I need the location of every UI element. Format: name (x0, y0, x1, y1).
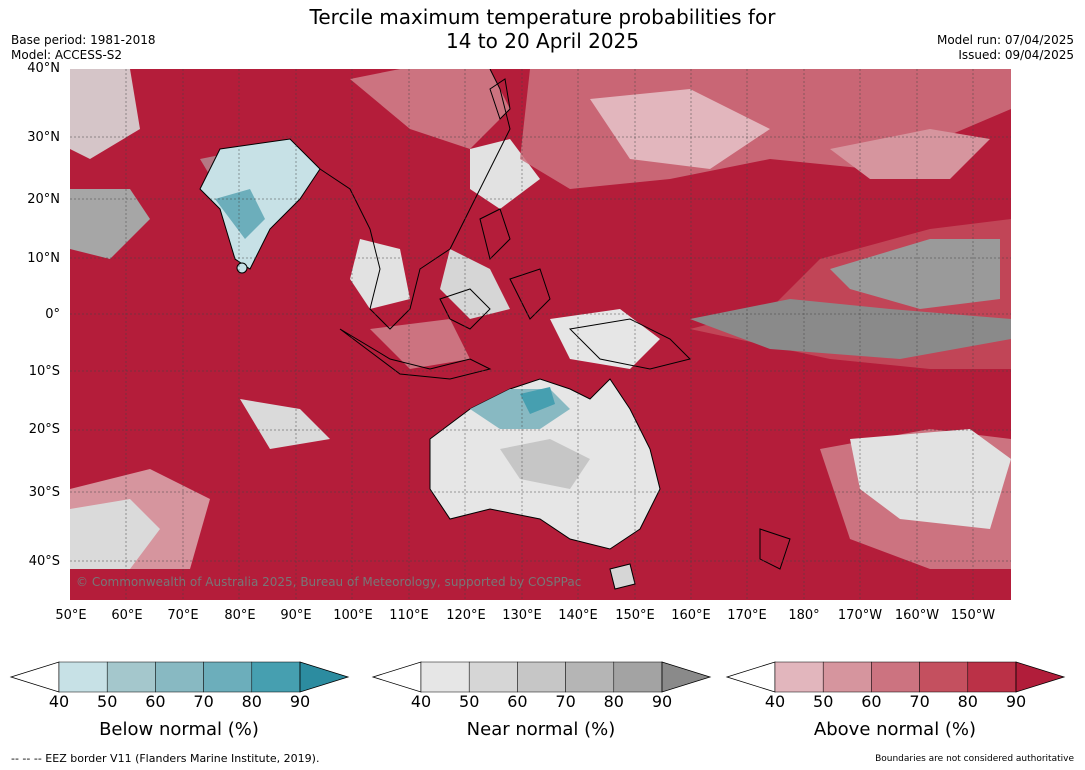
copyright-text: © Commonwealth of Australia 2025, Bureau… (76, 575, 581, 589)
colorbar-tick-label: 60 (507, 692, 528, 711)
colorbar-segment (871, 661, 920, 693)
model-run-text: Model run: 07/04/2025 (936, 33, 1074, 47)
colorbar-tick-label: 50 (459, 692, 480, 711)
colorbar-tick-label: 80 (957, 692, 978, 711)
map-title-line2: 14 to 20 April 2025 (445, 29, 640, 53)
colorbar-segment (58, 661, 108, 693)
lat-label: 40°S (28, 554, 60, 569)
colorbar-tick-label: 40 (48, 692, 70, 711)
colorbar-tick-label: 50 (813, 692, 834, 711)
colorbar-tick-label: 90 (651, 692, 673, 711)
boundaries-disclaimer: Boundaries are not considered authoritat… (875, 754, 1074, 764)
issued-text: Issued: 09/04/2025 (958, 48, 1074, 62)
colorbar-segment (251, 661, 301, 693)
colorbar-tick-label: 70 (193, 692, 214, 711)
lon-label: 160°E (671, 608, 711, 623)
colorbar-segment (967, 661, 1017, 693)
lon-label: 120°E (446, 608, 486, 623)
colorbar-segment (613, 661, 663, 693)
lon-label: 140°E (558, 608, 598, 623)
graticule (70, 69, 1011, 600)
colorbar-extend-high (661, 661, 712, 693)
map-title: Tercile maximum temperature probabilitie… (0, 5, 1085, 53)
lon-label: 150°E (615, 608, 655, 623)
colorbar-extend-high (299, 661, 350, 693)
colorbar-segment (106, 661, 156, 693)
colorbar-segment (468, 661, 518, 693)
australia (429, 378, 661, 590)
colorbar-tick-label: 70 (555, 692, 576, 711)
colorbar-extend-low (725, 661, 776, 693)
colorbar-segment (203, 661, 253, 693)
lon-label: 150°W (950, 608, 996, 623)
lon-label: 90°E (280, 608, 312, 623)
lon-label: 180° (788, 608, 820, 623)
colorbar-segment (420, 661, 470, 693)
colorbar-near (371, 661, 712, 693)
meta-right: Model run: 07/04/2025 Issued: 09/04/2025 (937, 33, 1074, 63)
lat-label: 40°N (27, 61, 60, 76)
colorbar-tick-label: 70 (909, 692, 930, 711)
probability-map: © Commonwealth of Australia 2025, Bureau… (70, 69, 1011, 600)
colorbar-legends (9, 661, 1066, 693)
map-title-line1: Tercile maximum temperature probabilitie… (309, 5, 776, 29)
colorbar-tick-label: 60 (145, 692, 166, 711)
colorbar-segment (822, 661, 872, 693)
colorbar-segment (155, 661, 204, 693)
colorbar-tick-label: 40 (764, 692, 786, 711)
colorbar-tick-label: 50 (97, 692, 118, 711)
model-text: Model: ACCESS-S2 (11, 48, 123, 62)
lat-label: 20°S (28, 422, 60, 437)
asia-coastlines (319, 69, 791, 570)
colorbar-tick-label: 80 (241, 692, 262, 711)
lon-label: 170°W (837, 608, 883, 623)
eez-border-note: -- -- -- EEZ border V11 (Flanders Marine… (11, 752, 320, 765)
lon-label: 170°E (727, 608, 767, 623)
lon-label: 110°E (389, 608, 429, 623)
lon-label: 100°E (333, 608, 373, 623)
lat-label: 0° (45, 307, 60, 322)
india (199, 138, 321, 274)
colorbar-segment (774, 661, 824, 693)
lon-label: 50°E (55, 608, 87, 623)
meta-left: Base period: 1981-2018 Model: ACCESS-S2 (11, 33, 156, 63)
lon-label: 80°E (224, 608, 256, 623)
colorbar-title-below: Below normal (%) (99, 719, 259, 740)
near-normal-areas (70, 69, 1011, 569)
base-period-text: Base period: 1981-2018 (11, 33, 156, 47)
lon-label: 160°W (894, 608, 940, 623)
colorbar-extend-low (371, 661, 422, 693)
colorbar-title-near: Near normal (%) (466, 719, 616, 740)
colorbar-above (725, 661, 1066, 693)
colorbar-tick-label: 80 (603, 692, 624, 711)
lon-label: 60°E (111, 608, 143, 623)
lat-label: 10°S (28, 364, 60, 379)
colorbar-segment (565, 661, 615, 693)
colorbar-tick-label: 90 (289, 692, 311, 711)
lat-label: 30°N (27, 130, 60, 145)
lat-label: 10°N (27, 251, 60, 266)
colorbar-extend-high (1015, 661, 1066, 693)
colorbar-segment (919, 661, 969, 693)
colorbar-title-above: Above normal (%) (813, 719, 977, 740)
lon-label: 70°E (167, 608, 199, 623)
lat-label: 20°N (27, 192, 60, 207)
colorbar-extend-low (9, 661, 60, 693)
colorbar-segment (517, 661, 566, 693)
colorbar-tick-label: 60 (861, 692, 882, 711)
lat-label: 30°S (28, 485, 60, 500)
lon-label: 130°E (502, 608, 542, 623)
colorbar-below (9, 661, 350, 693)
colorbar-tick-label: 90 (1005, 692, 1027, 711)
colorbar-tick-label: 40 (410, 692, 432, 711)
